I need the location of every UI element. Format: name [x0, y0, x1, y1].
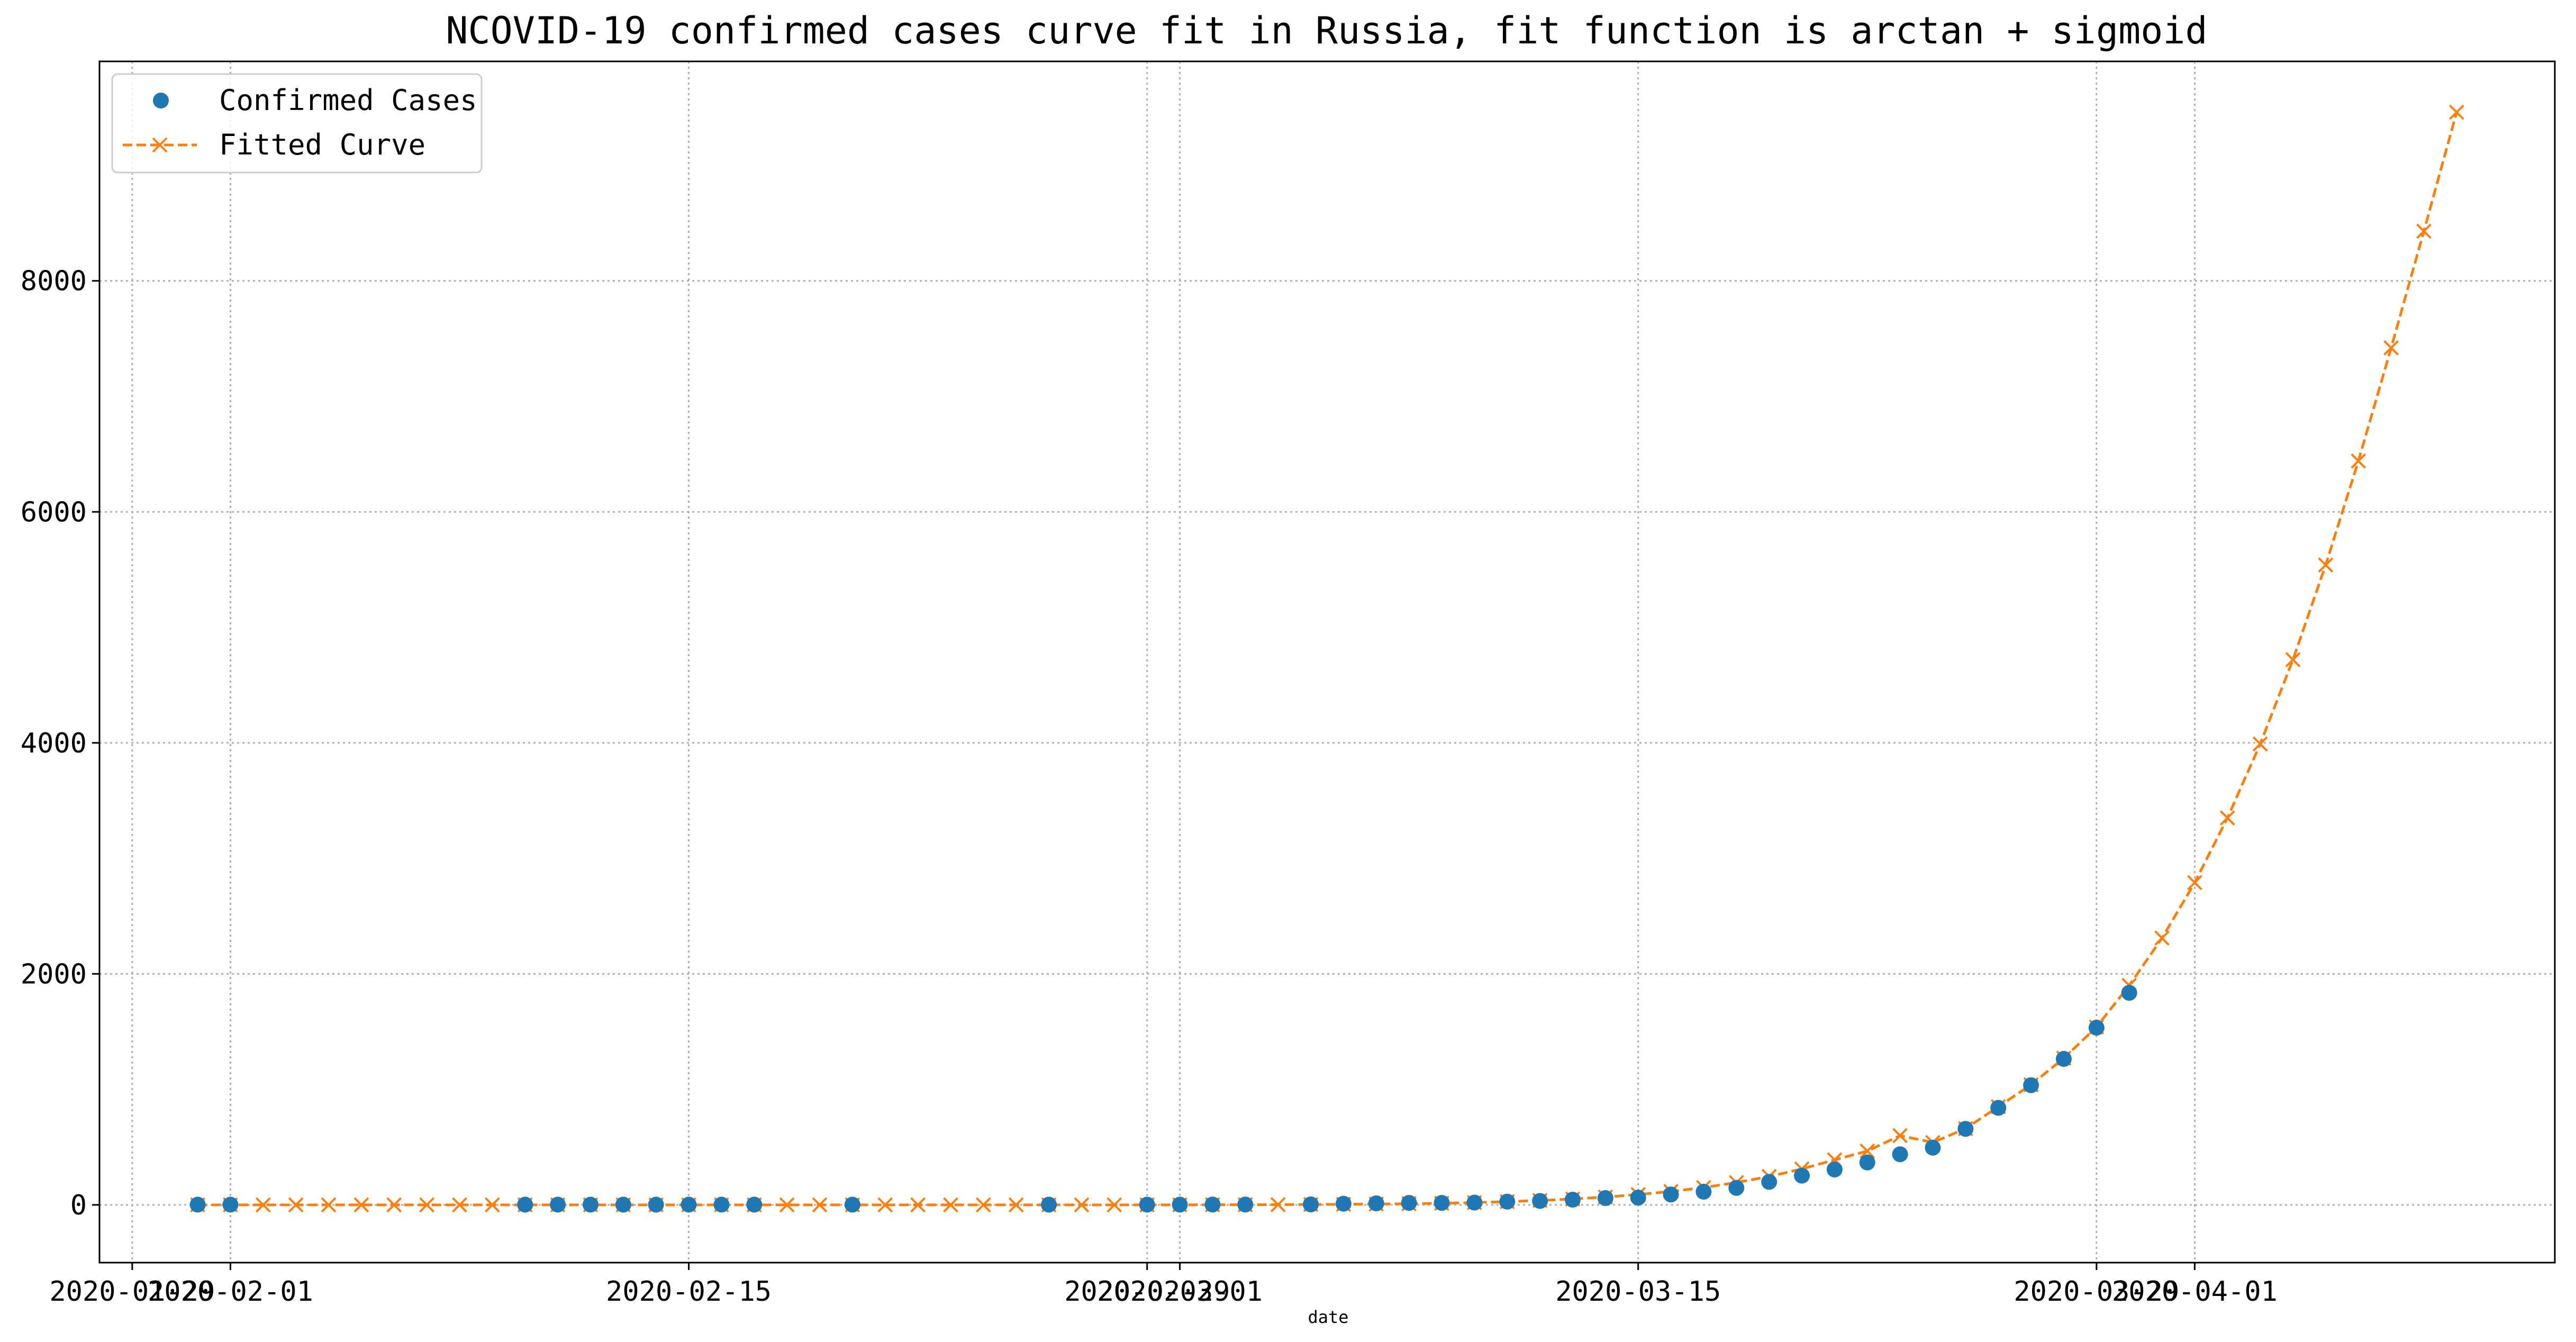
- confirmed-cases-point: [1892, 1146, 1908, 1163]
- fitted-curve-point: [2448, 104, 2464, 120]
- x-tick-label: 2020-03-15: [1555, 1276, 1721, 1308]
- confirmed-cases-point: [222, 1196, 239, 1213]
- legend-marker-fitted-curve: [152, 137, 168, 153]
- y-tick-label: 2000: [21, 958, 87, 990]
- confirmed-cases-point: [583, 1196, 598, 1213]
- x-tick-label: 2020-03-01: [1097, 1276, 1263, 1308]
- fitted-curve-point: [2285, 652, 2301, 668]
- confirmed-cases-point: [1204, 1196, 1221, 1213]
- confirmed-cases-point: [1303, 1196, 1319, 1212]
- fitted-curve-point: [255, 1197, 271, 1213]
- fitted-curve-point: [2252, 736, 2268, 752]
- confirmed-cases-point: [1335, 1195, 1352, 1212]
- confirmed-cases-point: [1565, 1192, 1581, 1208]
- confirmed-cases-point: [1957, 1121, 1974, 1137]
- fitted-curve-point: [386, 1197, 402, 1213]
- confirmed-cases-point: [2088, 1020, 2105, 1036]
- confirmed-cases-point: [844, 1196, 860, 1213]
- fitted-curve-point: [2383, 340, 2399, 356]
- x-tick-label: 2020-03-29: [2013, 1276, 2179, 1308]
- confirmed-cases-point: [550, 1196, 566, 1213]
- confirmed-cases-point: [1466, 1194, 1483, 1211]
- fitted-curve-point: [484, 1197, 500, 1213]
- legend-label-confirmed-cases: Confirmed Cases: [219, 84, 477, 117]
- confirmed-cases-point: [189, 1196, 206, 1213]
- confirmed-cases-point: [615, 1196, 631, 1213]
- confirmed-cases-point: [1172, 1196, 1188, 1213]
- confirmed-cases-point: [746, 1196, 763, 1213]
- confirmed-cases-point: [1630, 1190, 1646, 1206]
- fitted-curve-line: [197, 112, 2458, 1207]
- fitted-curve-point: [2351, 453, 2366, 469]
- y-tick-label: 0: [70, 1190, 87, 1221]
- confirmed-cases-point: [1401, 1195, 1417, 1211]
- fitted-curve-point: [943, 1197, 958, 1213]
- x-tick-label: 2020-01-29: [49, 1276, 215, 1308]
- confirmed-cases-point: [1499, 1193, 1516, 1210]
- confirmed-cases-point: [2121, 985, 2137, 1001]
- fitted-curve-point: [1008, 1197, 1024, 1213]
- fitted-curve-point: [288, 1197, 304, 1213]
- fitted-curve-point: [779, 1197, 795, 1213]
- fitted-curve-point: [353, 1197, 369, 1213]
- confirmed-cases-point: [1728, 1180, 1745, 1196]
- confirmed-cases-point: [1368, 1195, 1384, 1212]
- fitted-curve-point: [452, 1197, 467, 1213]
- confirmed-cases-point: [1695, 1183, 1712, 1200]
- confirmed-cases-point: [1925, 1139, 1941, 1156]
- confirmed-cases-point: [1859, 1154, 1875, 1171]
- x-axis-label: date: [1308, 1307, 1348, 1327]
- legend: Confirmed Cases Fitted Curve: [111, 73, 483, 174]
- fitted-curve-point: [1106, 1197, 1122, 1213]
- confirmed-cases-point: [648, 1196, 664, 1213]
- confirmed-cases-point: [1041, 1196, 1057, 1213]
- confirmed-cases-point: [1237, 1196, 1254, 1213]
- fitted-curve-point: [2318, 557, 2334, 573]
- chart-title: NCOVID-19 confirmed cases curve fit in R…: [446, 9, 2207, 52]
- x-tick-label: 2020-02-29: [1064, 1276, 1230, 1308]
- confirmed-cases-point: [1434, 1195, 1450, 1211]
- confirmed-cases-point: [1532, 1193, 1548, 1209]
- confirmed-cases-point: [713, 1196, 730, 1213]
- legend-label-fitted-curve: Fitted Curve: [219, 128, 425, 161]
- confirmed-cases-point: [1990, 1100, 2007, 1116]
- x-tick-label: 2020-02-01: [148, 1276, 313, 1308]
- fitted-curve-point: [419, 1197, 435, 1213]
- fitted-curve-point: [1860, 1143, 1875, 1159]
- confirmed-cases-point: [2056, 1050, 2072, 1067]
- y-tick-label: 8000: [21, 266, 87, 297]
- fitted-curve-point: [2187, 875, 2202, 891]
- confirmed-cases-point: [1761, 1174, 1777, 1190]
- fitted-curve-point: [321, 1197, 337, 1213]
- fitted-curve-point: [975, 1197, 991, 1213]
- fitted-curve-point: [910, 1197, 926, 1213]
- y-tick-label: 6000: [21, 496, 87, 528]
- confirmed-cases-point: [517, 1196, 533, 1213]
- fitted-curve-point: [1892, 1128, 1908, 1144]
- fitted-curve-point: [877, 1197, 893, 1213]
- plot-frame: [98, 60, 2556, 1264]
- x-tick-label: 2020-04-01: [2112, 1276, 2278, 1308]
- confirmed-cases-series: [189, 985, 2137, 1213]
- confirmed-cases-point: [2023, 1077, 2039, 1093]
- fitted-curve-point: [2219, 810, 2235, 826]
- legend-marker-confirmed-cases: [153, 93, 169, 108]
- confirmed-cases-point: [1597, 1190, 1613, 1206]
- fitted-curve-point: [812, 1197, 828, 1213]
- fitted-curve-point: [2154, 930, 2170, 946]
- y-tick-label: 4000: [21, 728, 87, 759]
- confirmed-cases-point: [1826, 1162, 1843, 1178]
- fitted-curve-point: [1074, 1197, 1090, 1213]
- fitted-curve-point: [1270, 1197, 1286, 1212]
- fitted-curve-point: [2416, 223, 2432, 239]
- confirmed-cases-point: [1663, 1186, 1679, 1203]
- x-tick-label: 2020-02-15: [606, 1276, 772, 1308]
- confirmed-cases-point: [1794, 1167, 1810, 1184]
- legend-box: [111, 73, 483, 174]
- confirmed-cases-point: [1139, 1196, 1155, 1213]
- confirmed-cases-point: [681, 1196, 697, 1213]
